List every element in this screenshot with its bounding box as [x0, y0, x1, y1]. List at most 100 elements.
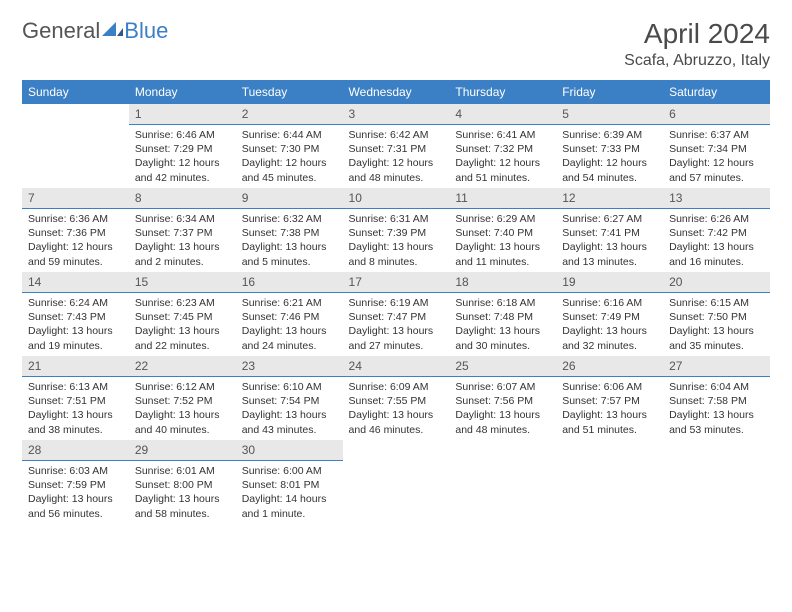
weekday-header: Saturday [663, 80, 770, 104]
calendar-day-cell [22, 104, 129, 188]
day-body: Sunrise: 6:24 AMSunset: 7:43 PMDaylight:… [22, 293, 129, 356]
calendar-day-cell: 24Sunrise: 6:09 AMSunset: 7:55 PMDayligh… [343, 356, 450, 440]
daylight-text: Daylight: 13 hours and 32 minutes. [562, 324, 657, 352]
daylight-text: Daylight: 13 hours and 48 minutes. [455, 408, 550, 436]
sunset-text: Sunset: 7:51 PM [28, 394, 123, 408]
daylight-text: Daylight: 13 hours and 40 minutes. [135, 408, 230, 436]
calendar-week-row: 7 Sunrise: 6:36 AMSunset: 7:36 PM Daylight… [22, 188, 770, 272]
day-number: 6 [663, 104, 770, 125]
day-number: 1 [129, 104, 236, 125]
day-body: Sunrise: 6:09 AMSunset: 7:55 PMDaylight:… [343, 377, 450, 440]
calendar-day-cell: 8Sunrise: 6:34 AMSunset: 7:37 PMDaylight… [129, 188, 236, 272]
sunrise-text: Sunrise: 6:32 AM [242, 212, 337, 226]
day-number: 7 [22, 188, 129, 209]
day-number: 5 [556, 104, 663, 125]
day-body: Sunrise: 6:37 AMSunset: 7:34 PMDaylight:… [663, 125, 770, 188]
calendar-week-row: 21Sunrise: 6:13 AMSunset: 7:51 PMDayligh… [22, 356, 770, 440]
day-number: 14 [22, 272, 129, 293]
sunset-text: Sunset: 7:33 PM [562, 142, 657, 156]
calendar-day-cell [449, 440, 556, 524]
sunset-text: Sunset: 7:52 PM [135, 394, 230, 408]
day-body: Sunrise: 6:46 AMSunset: 7:29 PMDaylight:… [129, 125, 236, 188]
calendar-day-cell: 10Sunrise: 6:31 AMSunset: 7:39 PMDayligh… [343, 188, 450, 272]
logo-sail-icon [102, 18, 124, 44]
calendar-day-cell: 18Sunrise: 6:18 AMSunset: 7:48 PMDayligh… [449, 272, 556, 356]
sunset-text: Sunset: 7:37 PM [135, 226, 230, 240]
sunrise-text: Sunrise: 6:41 AM [455, 128, 550, 142]
weekday-header: Wednesday [343, 80, 450, 104]
day-number: 13 [663, 188, 770, 209]
day-body: Sunrise: 6:03 AMSunset: 7:59 PMDaylight:… [22, 461, 129, 524]
calendar-day-cell: 16Sunrise: 6:21 AMSunset: 7:46 PMDayligh… [236, 272, 343, 356]
sunrise-text: Sunrise: 6:36 AM [28, 212, 123, 226]
calendar-day-cell: 30Sunrise: 6:00 AMSunset: 8:01 PMDayligh… [236, 440, 343, 524]
daylight-text: Daylight: 13 hours and 22 minutes. [135, 324, 230, 352]
calendar-day-cell: 15Sunrise: 6:23 AMSunset: 7:45 PMDayligh… [129, 272, 236, 356]
weekday-header: Thursday [449, 80, 556, 104]
day-body: Sunrise: 6:18 AMSunset: 7:48 PMDaylight:… [449, 293, 556, 356]
sunrise-text: Sunrise: 6:01 AM [135, 464, 230, 478]
sunrise-text: Sunrise: 6:42 AM [349, 128, 444, 142]
sunset-text: Sunset: 7:48 PM [455, 310, 550, 324]
daylight-text: Daylight: 12 hours and 42 minutes. [135, 156, 230, 184]
sunrise-text: Sunrise: 6:04 AM [669, 380, 764, 394]
day-number: 20 [663, 272, 770, 293]
daylight-text: Daylight: 13 hours and 38 minutes. [28, 408, 123, 436]
sunrise-text: Sunrise: 6:19 AM [349, 296, 444, 310]
sunset-text: Sunset: 7:42 PM [669, 226, 764, 240]
day-body: Sunrise: 6:00 AMSunset: 8:01 PMDaylight:… [236, 461, 343, 524]
daylight-text: Daylight: 13 hours and 5 minutes. [242, 240, 337, 268]
location: Scafa, Abruzzo, Italy [624, 52, 770, 70]
logo: General Blue [22, 18, 168, 44]
sunrise-text: Sunrise: 6:24 AM [28, 296, 123, 310]
daylight-text: Daylight: 12 hours and 45 minutes. [242, 156, 337, 184]
calendar-day-cell: 21Sunrise: 6:13 AMSunset: 7:51 PMDayligh… [22, 356, 129, 440]
calendar-day-cell: 20Sunrise: 6:15 AMSunset: 7:50 PMDayligh… [663, 272, 770, 356]
sunset-text: Sunset: 7:36 PM [28, 226, 123, 240]
day-number: 24 [343, 356, 450, 377]
sunrise-text: Sunrise: 6:44 AM [242, 128, 337, 142]
daylight-text: Daylight: 13 hours and 24 minutes. [242, 324, 337, 352]
sunrise-text: Sunrise: 6:23 AM [135, 296, 230, 310]
sunset-text: Sunset: 7:29 PM [135, 142, 230, 156]
day-number: 11 [449, 188, 556, 209]
daylight-text: Daylight: 13 hours and 19 minutes. [28, 324, 123, 352]
daylight-text: Daylight: 13 hours and 35 minutes. [669, 324, 764, 352]
daylight-text: Daylight: 12 hours and 48 minutes. [349, 156, 444, 184]
day-number: 17 [343, 272, 450, 293]
calendar-day-cell: 12Sunrise: 6:27 AMSunset: 7:41 PMDayligh… [556, 188, 663, 272]
daylight-text: Daylight: 14 hours and 1 minute. [242, 492, 337, 520]
calendar-day-cell: 9Sunrise: 6:32 AMSunset: 7:38 PMDaylight… [236, 188, 343, 272]
calendar-day-cell: 6Sunrise: 6:37 AMSunset: 7:34 PMDaylight… [663, 104, 770, 188]
day-number: 19 [556, 272, 663, 293]
day-body: Sunrise: 6:10 AMSunset: 7:54 PMDaylight:… [236, 377, 343, 440]
day-number: 15 [129, 272, 236, 293]
sunrise-text: Sunrise: 6:27 AM [562, 212, 657, 226]
weekday-header: Sunday [22, 80, 129, 104]
logo-text-gray: General [22, 18, 100, 44]
daylight-text: Daylight: 13 hours and 53 minutes. [669, 408, 764, 436]
sunset-text: Sunset: 7:31 PM [349, 142, 444, 156]
sunset-text: Sunset: 7:46 PM [242, 310, 337, 324]
day-body: Sunrise: 6:27 AMSunset: 7:41 PMDaylight:… [556, 209, 663, 272]
daylight-text: Daylight: 13 hours and 58 minutes. [135, 492, 230, 520]
day-number: 21 [22, 356, 129, 377]
day-body: Sunrise: 6:29 AMSunset: 7:40 PMDaylight:… [449, 209, 556, 272]
calendar-day-cell: 11Sunrise: 6:29 AMSunset: 7:40 PMDayligh… [449, 188, 556, 272]
day-body: Sunrise: 6:32 AMSunset: 7:38 PMDaylight:… [236, 209, 343, 272]
sunset-text: Sunset: 7:47 PM [349, 310, 444, 324]
sunrise-text: Sunrise: 6:16 AM [562, 296, 657, 310]
day-body: Sunrise: 6:04 AMSunset: 7:58 PMDaylight:… [663, 377, 770, 440]
day-number: 2 [236, 104, 343, 125]
day-number: 26 [556, 356, 663, 377]
calendar-day-cell [663, 440, 770, 524]
calendar-day-cell: 29Sunrise: 6:01 AMSunset: 8:00 PMDayligh… [129, 440, 236, 524]
sunset-text: Sunset: 7:57 PM [562, 394, 657, 408]
daylight-text: Daylight: 13 hours and 43 minutes. [242, 408, 337, 436]
sunrise-text: Sunrise: 6:29 AM [455, 212, 550, 226]
day-body: Sunrise: 6:06 AMSunset: 7:57 PMDaylight:… [556, 377, 663, 440]
daylight-text: Daylight: 13 hours and 11 minutes. [455, 240, 550, 268]
sunrise-text: Sunrise: 6:26 AM [669, 212, 764, 226]
sunrise-text: Sunrise: 6:09 AM [349, 380, 444, 394]
day-body: Sunrise: 6:07 AMSunset: 7:56 PMDaylight:… [449, 377, 556, 440]
